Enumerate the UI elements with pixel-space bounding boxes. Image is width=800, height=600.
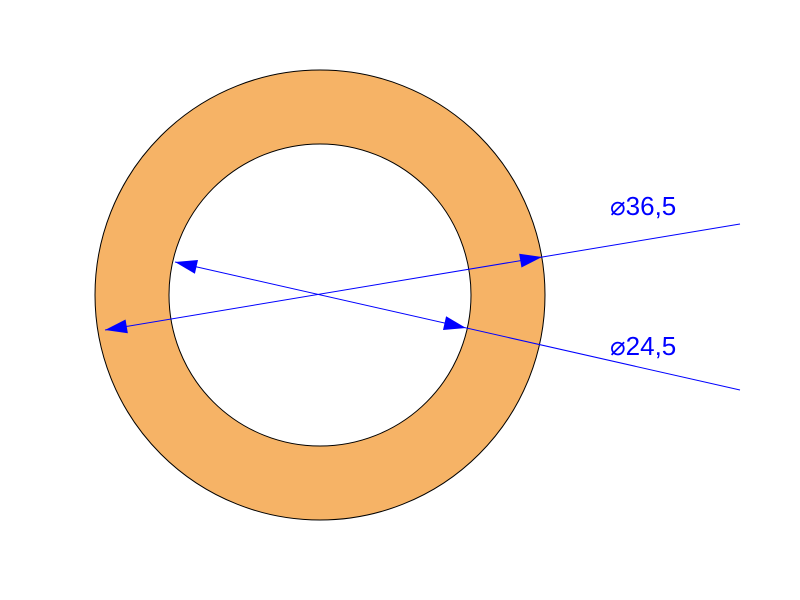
outer-diameter-label: ⌀36,5 [610,191,676,221]
inner-diameter-label: ⌀24,5 [610,331,676,361]
outer-diameter-leader [105,224,740,330]
drawing-canvas: ⌀36,5 ⌀24,5 [0,0,800,600]
